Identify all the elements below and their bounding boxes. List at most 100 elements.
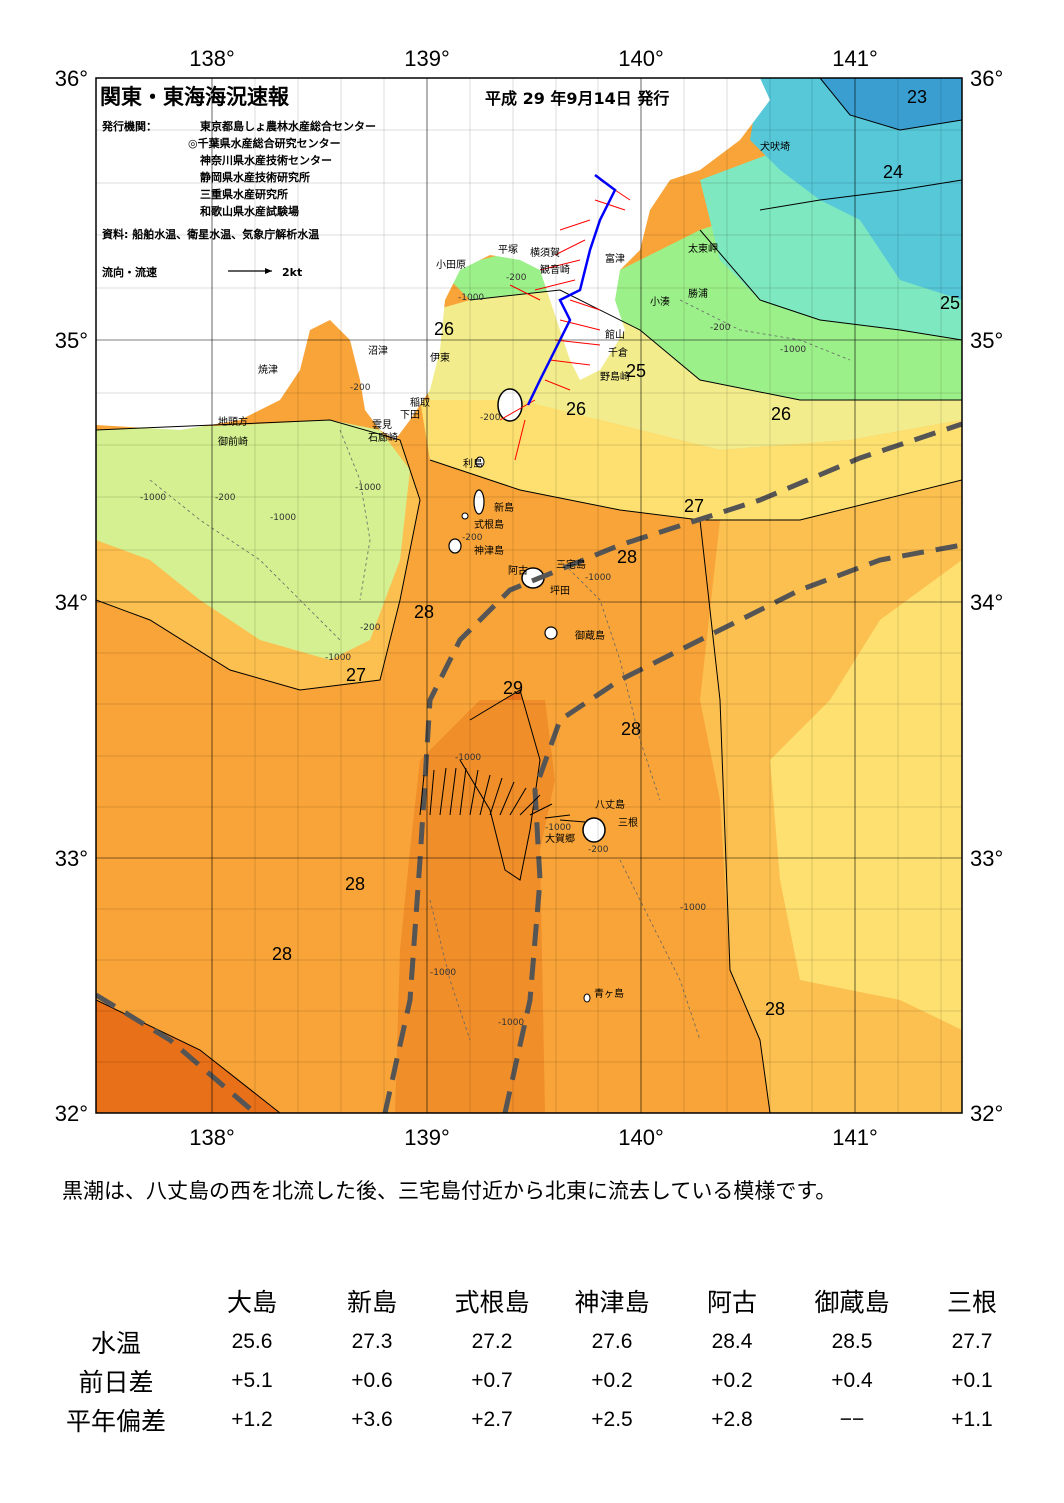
place-names: 犬吠埼 太東岬 勝浦 小湊 富津 横須賀 観音崎 平塚 小田原 館山 千倉 野島… <box>218 140 790 1000</box>
isotherm-label: 28 <box>765 999 785 1019</box>
lon-top-label: 139° <box>404 46 450 71</box>
table-cell: +0.6 <box>351 1368 393 1392</box>
table-cell: 25.6 <box>231 1329 273 1353</box>
sst-27-north <box>420 395 962 520</box>
depth-label: -1000 <box>140 493 166 503</box>
place-label: 利島 <box>463 457 483 470</box>
axis-labels: 138° 139° 140° 141° 138° 139° 140° 141° … <box>55 46 1004 1150</box>
place-label: 坪田 <box>550 584 570 597</box>
publisher: 和歌山県水産試験場 <box>200 204 299 218</box>
depth-contours <box>149 299 851 1041</box>
column-header: 新島 <box>346 1288 397 1317</box>
table-cell: +5.1 <box>231 1368 273 1392</box>
depth-labels: -200 -1000 -200 -1000 -1000 -200 -200 -1… <box>140 273 806 1028</box>
place-label: 御前崎 <box>218 435 248 448</box>
table-cell: 27.3 <box>351 1329 393 1353</box>
current-vectors-black <box>419 767 586 823</box>
lat-right-label: 34° <box>970 590 1003 615</box>
island-toshima <box>475 456 485 468</box>
place-label: 平塚 <box>498 244 518 256</box>
table-row: 水温 25.6 27.3 27.2 27.6 28.4 28.5 27.7 <box>40 1322 1032 1361</box>
isotherm-labels: 23 24 25 25 26 26 26 27 27 28 28 28 28 2… <box>272 87 960 1019</box>
isotherm-label: 28 <box>414 602 434 622</box>
table-corner <box>40 1280 192 1322</box>
depth-label: -1000 <box>545 823 571 833</box>
island-mikurajima <box>544 626 558 640</box>
map-title: 関東・東海海況速報 <box>100 85 290 109</box>
place-label: 大賀郷 <box>545 832 575 845</box>
island-kozushima <box>448 538 462 554</box>
column-header: 大島 <box>226 1288 277 1317</box>
isotherm-label: 28 <box>272 944 292 964</box>
table-cell: 27.7 <box>951 1329 993 1353</box>
lat-lon-grid <box>96 78 962 1113</box>
table-cell: +1.2 <box>231 1407 273 1431</box>
lon-top-label: 138° <box>189 46 235 71</box>
place-label: 太東岬 <box>688 242 718 255</box>
depth-label: -1000 <box>455 753 481 763</box>
place-label: 勝浦 <box>688 287 708 300</box>
place-label: 観音崎 <box>540 263 570 276</box>
depth-label: -200 <box>506 273 527 283</box>
sst-26-west <box>96 420 410 660</box>
lat-right-label: 32° <box>970 1101 1003 1126</box>
depth-label: -1000 <box>680 903 706 913</box>
isotherm-label: 28 <box>345 874 365 894</box>
table-cell: +0.1 <box>951 1368 993 1392</box>
land-tokyo-bay-area <box>555 170 620 320</box>
isotherm-label: 28 <box>617 547 637 567</box>
column-header: 式根島 <box>454 1288 530 1317</box>
isotherm-label: 24 <box>883 162 903 182</box>
table-cell: 27.2 <box>471 1329 513 1353</box>
place-label: 八丈島 <box>595 798 625 811</box>
publisher: 神奈川県水産技術センター <box>200 153 332 167</box>
place-label: 青ヶ島 <box>594 987 624 1000</box>
table-cell: +0.7 <box>471 1368 513 1392</box>
publisher: 東京都島しょ農林水産総合センター <box>200 119 376 133</box>
map-frame <box>95 77 963 1114</box>
place-label: 犬吠埼 <box>760 140 790 153</box>
place-label: 御蔵島 <box>575 629 605 642</box>
table-header-row: 大島 新島 式根島 神津島 阿古 御蔵島 三根 <box>40 1280 1032 1322</box>
lat-left-label: 32° <box>55 1101 88 1126</box>
lat-left-label: 34° <box>55 590 88 615</box>
place-label: 横須賀 <box>530 246 560 259</box>
lat-left-label: 35° <box>55 328 88 353</box>
table-cell: +2.5 <box>591 1407 633 1431</box>
depth-label: -1000 <box>355 483 381 493</box>
sst-26b-north <box>400 290 962 450</box>
place-label: 稲取 <box>410 397 430 409</box>
depth-label: -1000 <box>430 968 456 978</box>
place-label: 新島 <box>494 501 514 514</box>
place-label: 地頭方 <box>218 415 248 428</box>
depth-label: -1000 <box>780 345 806 355</box>
place-label: 式根島 <box>474 518 504 531</box>
place-label: 沼津 <box>368 344 388 357</box>
arrow-head-icon <box>265 268 272 274</box>
depth-label: -1000 <box>498 1018 524 1028</box>
sst-24-area <box>750 78 962 300</box>
isotherm-label: 25 <box>940 293 960 313</box>
table-cell: 28.5 <box>831 1329 873 1353</box>
place-label: 三宅島 <box>556 558 586 571</box>
table-cell: +0.2 <box>591 1368 633 1392</box>
island-shikinejima <box>461 512 469 520</box>
isotherm-lines <box>96 78 962 1113</box>
place-label: 野島崎 <box>600 370 630 383</box>
isotherm-label: 26 <box>434 319 454 339</box>
isotherm-label: 25 <box>626 361 646 381</box>
depth-label: -200 <box>215 493 236 503</box>
table-cell: +3.6 <box>351 1407 393 1431</box>
island-oshima <box>497 388 523 422</box>
sst-27-area-east <box>770 560 962 1030</box>
isotherm-label: 29 <box>503 678 523 698</box>
depth-label: -1000 <box>325 653 351 663</box>
summary-text: 黒潮は、八丈島の西を北流した後、三宅島付近から北東に流去している模様です。 <box>62 1179 837 1203</box>
depth-label: -200 <box>588 845 609 855</box>
isotherm-label: 27 <box>684 496 704 516</box>
column-header: 阿古 <box>706 1288 757 1317</box>
lon-top-label: 140° <box>618 46 664 71</box>
place-label: 伊東 <box>430 351 450 364</box>
publisher: 三重県水産研究所 <box>200 187 288 201</box>
lon-bottom-label: 141° <box>832 1125 878 1150</box>
